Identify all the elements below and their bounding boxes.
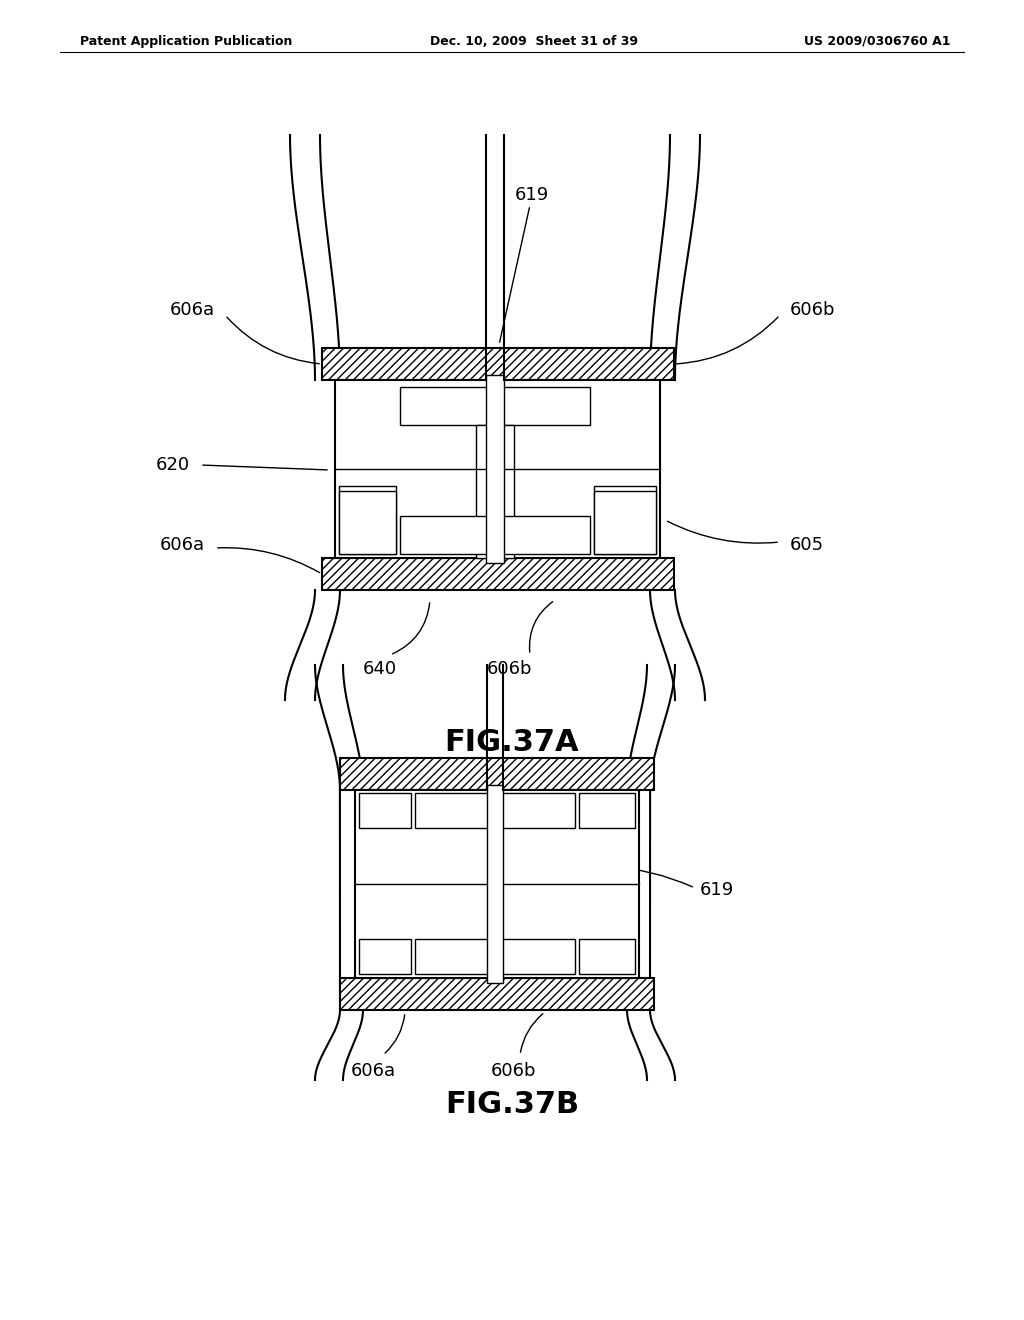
Bar [339, 486, 396, 554]
Text: 606b: 606b [490, 1063, 536, 1080]
Bar [486, 375, 504, 564]
Text: 606a: 606a [170, 301, 215, 319]
Bar [322, 558, 674, 590]
Text: 606a: 606a [160, 536, 205, 554]
Text: 606b: 606b [487, 660, 532, 678]
Bar [335, 380, 660, 558]
Bar [594, 486, 656, 554]
Text: US 2009/0306760 A1: US 2009/0306760 A1 [804, 36, 950, 48]
Bar [476, 425, 514, 558]
Bar [322, 348, 674, 380]
Bar [359, 793, 411, 828]
Text: Patent Application Publication: Patent Application Publication [80, 36, 293, 48]
Bar [487, 785, 503, 983]
Text: 640: 640 [362, 660, 397, 678]
Text: 619: 619 [515, 186, 549, 205]
Bar [594, 491, 656, 554]
Bar [340, 978, 654, 1010]
Text: FIG.37A: FIG.37A [444, 729, 580, 756]
Bar [579, 793, 635, 828]
Bar [400, 387, 590, 425]
Bar [579, 939, 635, 974]
Bar [415, 939, 575, 974]
Bar [400, 516, 590, 554]
Bar [355, 789, 639, 978]
Bar [415, 793, 575, 828]
Bar [359, 939, 411, 974]
Bar [339, 491, 396, 554]
Text: Dec. 10, 2009  Sheet 31 of 39: Dec. 10, 2009 Sheet 31 of 39 [430, 36, 638, 48]
Text: 606a: 606a [350, 1063, 395, 1080]
Text: 606b: 606b [790, 301, 836, 319]
Text: 605: 605 [790, 536, 824, 554]
Bar [340, 758, 654, 789]
Text: 619: 619 [700, 880, 734, 899]
Text: 620: 620 [156, 455, 190, 474]
Text: FIG.37B: FIG.37B [445, 1090, 579, 1119]
